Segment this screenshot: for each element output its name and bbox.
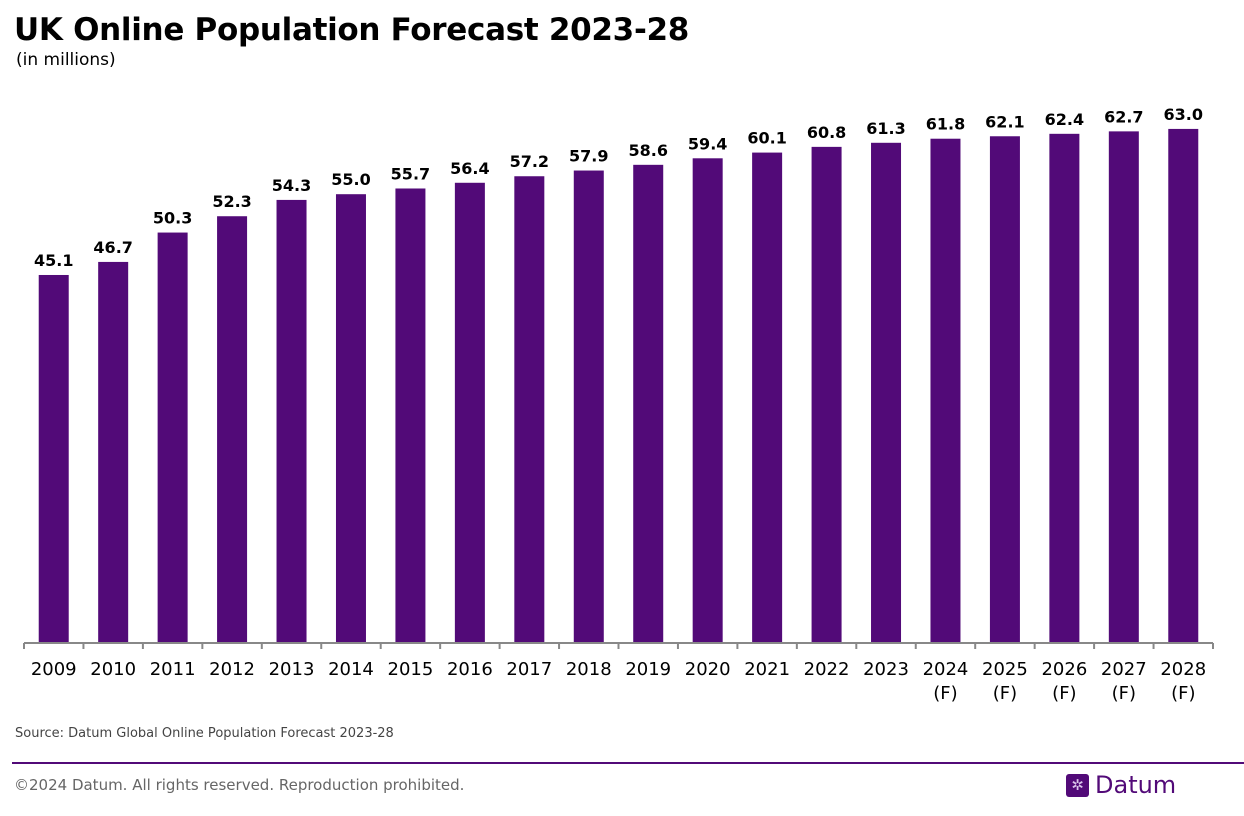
x-tick-label: (F) <box>993 683 1017 704</box>
bar <box>38 274 69 643</box>
x-tick-label: 2021 <box>744 659 790 680</box>
footer-divider <box>12 762 1244 764</box>
logo-text: Datum <box>1095 771 1177 799</box>
data-label: 57.9 <box>569 147 608 166</box>
x-tick-label: 2010 <box>90 659 136 680</box>
x-tick-label: 2024 <box>923 659 969 680</box>
chart-subtitle: (in millions) <box>16 50 116 70</box>
x-tick-label: 2022 <box>804 659 850 680</box>
data-label: 45.1 <box>34 251 73 270</box>
bar <box>454 182 485 643</box>
logo-mark-icon: ✲ <box>1066 773 1089 797</box>
bar <box>692 158 723 643</box>
x-tick-label: (F) <box>1112 683 1136 704</box>
x-tick-label: 2012 <box>209 659 255 680</box>
source-note: Source: Datum Global Online Population F… <box>15 726 394 741</box>
x-tick-label: 2018 <box>566 659 612 680</box>
data-label: 52.3 <box>212 192 251 211</box>
chart-title: UK Online Population Forecast 2023-28 <box>14 12 690 48</box>
bar <box>335 194 366 643</box>
x-tick-label: 2014 <box>328 659 374 680</box>
x-tick-label: (F) <box>1171 683 1195 704</box>
datum-logo: ✲ Datum <box>1066 771 1176 799</box>
bar <box>871 142 902 644</box>
bar <box>157 232 188 643</box>
data-label: 62.1 <box>985 112 1024 131</box>
data-label: 60.1 <box>747 129 786 148</box>
data-label: 50.3 <box>153 209 192 228</box>
data-label: 60.8 <box>807 123 846 142</box>
bar <box>276 199 307 644</box>
bar <box>989 136 1020 644</box>
x-tick-label: 2016 <box>447 659 493 680</box>
data-label: 58.6 <box>628 141 667 160</box>
x-tick-label: 2017 <box>506 659 552 680</box>
bar <box>930 138 961 643</box>
bar <box>633 164 664 643</box>
bar-chart: 45.1 2009 46.7 2010 50.3 2011 52.3 2012 54.3 2013… <box>23 105 1214 704</box>
copyright: ©2024 Datum. All rights reserved. Reprod… <box>14 776 465 794</box>
x-tick-label: 2011 <box>150 659 196 680</box>
bar <box>1168 128 1199 644</box>
x-tick-label: 2020 <box>685 659 731 680</box>
x-tick-label: 2015 <box>388 659 434 680</box>
data-label: 59.4 <box>688 134 727 153</box>
x-tick-label: 2023 <box>863 659 909 680</box>
x-tick-label: 2028 <box>1160 659 1206 680</box>
data-label: 63.0 <box>1164 105 1203 124</box>
data-label: 55.7 <box>391 164 430 183</box>
data-label: 62.4 <box>1045 110 1084 129</box>
data-label: 61.8 <box>926 115 965 134</box>
bar <box>811 146 842 643</box>
bar <box>98 261 129 643</box>
x-tick-label: 2009 <box>31 659 77 680</box>
x-tick-label: (F) <box>933 683 957 704</box>
x-tick-label: 2027 <box>1101 659 1147 680</box>
x-tick-label: (F) <box>1052 683 1076 704</box>
bar <box>1049 133 1080 644</box>
bar <box>217 216 248 643</box>
data-label: 61.3 <box>866 119 905 138</box>
x-tick-label: 2019 <box>625 659 671 680</box>
bar <box>752 152 783 644</box>
data-label: 56.4 <box>450 159 489 178</box>
x-tick-label: 2025 <box>982 659 1028 680</box>
data-label: 55.0 <box>331 170 370 189</box>
data-label: 62.7 <box>1104 107 1143 126</box>
bar <box>395 188 426 643</box>
data-label: 46.7 <box>93 238 132 257</box>
data-label: 54.3 <box>272 176 311 195</box>
x-tick-label: 2026 <box>1041 659 1087 680</box>
bar <box>1108 131 1139 644</box>
bar <box>573 170 604 643</box>
x-tick-label: 2013 <box>269 659 315 680</box>
data-label: 57.2 <box>510 152 549 171</box>
bar <box>514 176 545 644</box>
